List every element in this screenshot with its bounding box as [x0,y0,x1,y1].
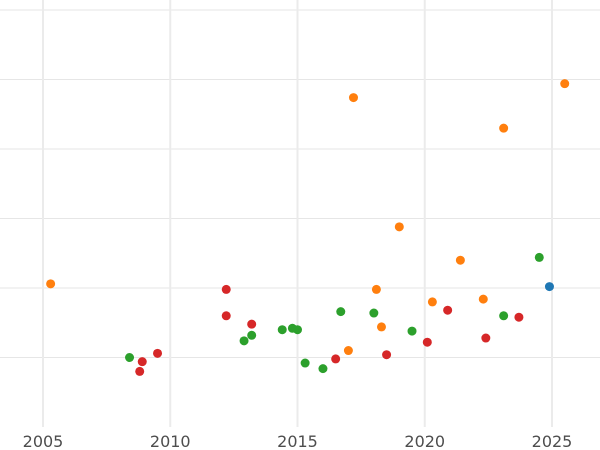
data-point-s2-7 [455,255,465,265]
data-point-s1-3 [221,284,231,294]
x-tick-label-1: 2010 [150,432,191,450]
data-point-s2-2 [348,93,358,103]
data-point-s2-0 [46,279,56,289]
data-point-s3-0 [544,282,554,292]
data-point-s1-7 [382,350,392,360]
data-point-s2-10 [560,79,570,89]
data-point-s0-11 [499,311,509,321]
data-point-s1-8 [422,337,432,347]
x-tick-label-3: 2020 [404,432,445,450]
x-tick-label-0: 2005 [23,432,64,450]
data-point-s2-3 [371,284,381,294]
x-axis-ticks: 2005 2010 2015 2020 2025 [23,432,573,450]
data-point-s1-0 [135,366,145,376]
series-3 [544,282,554,292]
data-point-s2-1 [343,346,353,356]
data-point-s0-3 [277,325,287,335]
data-point-s1-2 [153,348,163,358]
data-point-s1-5 [247,319,257,329]
data-point-s1-10 [481,333,491,343]
data-point-s2-9 [499,123,509,133]
grid [0,0,600,427]
data-point-s2-8 [478,294,488,304]
data-point-s0-9 [369,308,379,318]
series-2 [46,79,570,356]
data-point-s2-5 [394,222,404,232]
data-point-s2-4 [376,322,386,332]
data-point-s2-6 [427,297,437,307]
data-point-s0-8 [336,307,346,317]
data-point-s0-0 [125,353,135,362]
data-point-s1-1 [137,357,147,367]
data-point-s0-12 [534,252,544,262]
data-point-s0-6 [300,358,310,368]
x-tick-label-4: 2025 [532,432,573,450]
data-point-s1-9 [443,305,453,315]
data-points [46,79,570,376]
data-point-s0-7 [318,364,328,374]
data-point-s1-6 [331,354,341,364]
data-point-s0-1 [239,336,249,346]
data-point-s0-10 [407,326,417,336]
data-point-s0-2 [247,330,257,340]
data-point-s0-5 [293,325,302,335]
series-1 [135,284,524,376]
x-tick-label-2: 2015 [277,432,318,450]
data-point-s1-11 [514,312,524,322]
data-point-s1-4 [221,311,231,321]
series-0 [125,252,544,374]
